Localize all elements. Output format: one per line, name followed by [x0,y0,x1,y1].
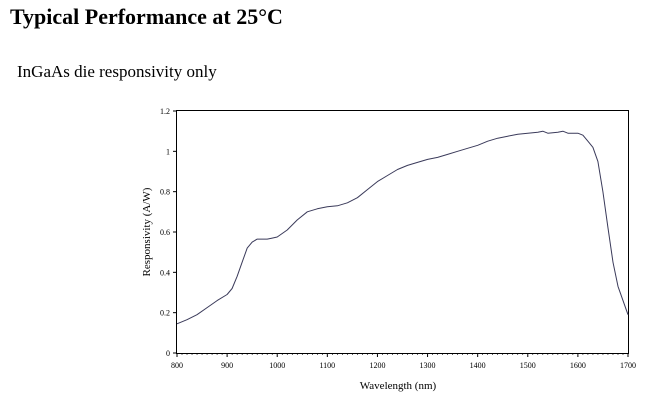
x-tick-label: 900 [221,361,233,370]
x-tick-label: 1600 [570,361,586,370]
x-tick-label: 1100 [319,361,335,370]
responsivity-series-line [176,130,629,325]
x-tick-label: 1300 [420,361,436,370]
y-tick-label: 1.2 [160,107,170,116]
x-axis-ticks: 800 900 1000 1100 1200 1300 1400 1500 1600 1700 [171,353,636,370]
y-tick-label: 1 [166,147,170,156]
x-tick-label: 1200 [369,361,385,370]
y-axis-ticks: 0 0.2 0.4 0.6 0.8 1 1.2 [160,107,177,358]
y-tick-label: 0 [166,349,170,358]
y-tick-label: 0.2 [160,309,170,318]
y-tick-label: 0.6 [160,228,170,237]
x-tick-label: 1400 [470,361,486,370]
plot-area-frame [176,110,629,354]
page-heading: Typical Performance at 25°C [10,4,283,29]
chart-subheading: InGaAs die responsivity only [17,62,217,81]
x-tick-label: 800 [171,361,183,370]
x-tick-label: 1000 [269,361,285,370]
x-axis-title: Wavelength (nm) [360,380,437,392]
x-tick-label: 1700 [620,361,636,370]
x-tick-label: 1500 [520,361,536,370]
x-axis-minor-ticks [181,353,624,355]
series-layer [176,130,629,325]
y-axis-title: Responsivity (A/W) [141,187,153,276]
y-tick-label: 0.8 [160,188,170,197]
y-tick-label: 0.4 [160,268,170,277]
